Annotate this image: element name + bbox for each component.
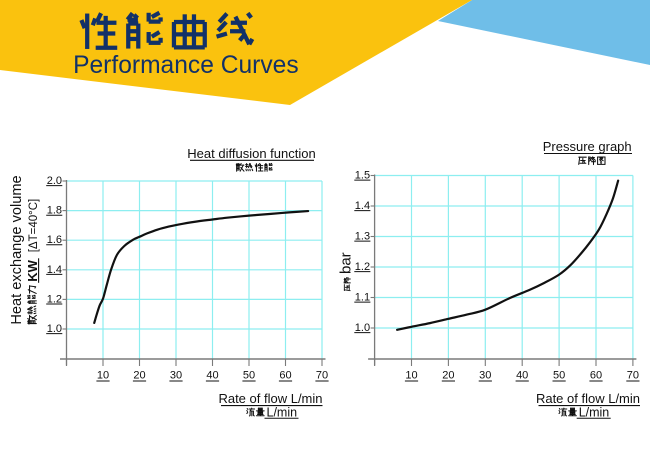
svg-text:L/min: L/min	[267, 405, 298, 419]
svg-text:1.1: 1.1	[355, 292, 370, 304]
svg-text:1.3: 1.3	[355, 231, 370, 243]
svg-text:Performance Curves: Performance Curves	[73, 52, 299, 79]
svg-text:10: 10	[405, 370, 417, 382]
svg-text:1.4: 1.4	[355, 200, 370, 212]
svg-text:1.2: 1.2	[47, 293, 62, 305]
svg-text:10: 10	[97, 370, 109, 382]
svg-text:1.0: 1.0	[47, 323, 62, 335]
svg-text:Rate of flow L/min: Rate of flow L/min	[218, 391, 322, 406]
svg-text:2.0: 2.0	[47, 175, 62, 187]
svg-text:60: 60	[590, 370, 602, 382]
svg-text:30: 30	[479, 370, 491, 382]
svg-text:L/min: L/min	[579, 405, 610, 419]
svg-text:1.5: 1.5	[355, 170, 370, 182]
svg-text:30: 30	[170, 370, 182, 382]
svg-text:Heat diffusion function: Heat diffusion function	[187, 146, 315, 161]
svg-text:50: 50	[243, 370, 255, 382]
svg-text:1.8: 1.8	[47, 205, 62, 217]
svg-text:1.2: 1.2	[355, 261, 370, 273]
svg-text:bar: bar	[338, 252, 355, 274]
svg-text:40: 40	[206, 370, 218, 382]
svg-text:70: 70	[627, 370, 639, 382]
svg-text:[ΔT=40°C]: [ΔT=40°C]	[28, 199, 40, 253]
svg-text:KW: KW	[25, 259, 40, 281]
svg-text:1.6: 1.6	[47, 234, 62, 246]
svg-text:1.0: 1.0	[355, 322, 370, 334]
svg-text:70: 70	[316, 370, 328, 382]
svg-text:60: 60	[279, 370, 291, 382]
svg-text:20: 20	[442, 370, 454, 382]
svg-text:40: 40	[516, 370, 528, 382]
svg-text:Heat exchange volume: Heat exchange volume	[9, 175, 25, 324]
svg-text:50: 50	[553, 370, 565, 382]
svg-text:20: 20	[133, 370, 145, 382]
svg-text:Pressure graph: Pressure graph	[543, 139, 632, 154]
svg-text:1.4: 1.4	[47, 264, 62, 276]
svg-text:Rate of flow L/min: Rate of flow L/min	[536, 391, 640, 406]
